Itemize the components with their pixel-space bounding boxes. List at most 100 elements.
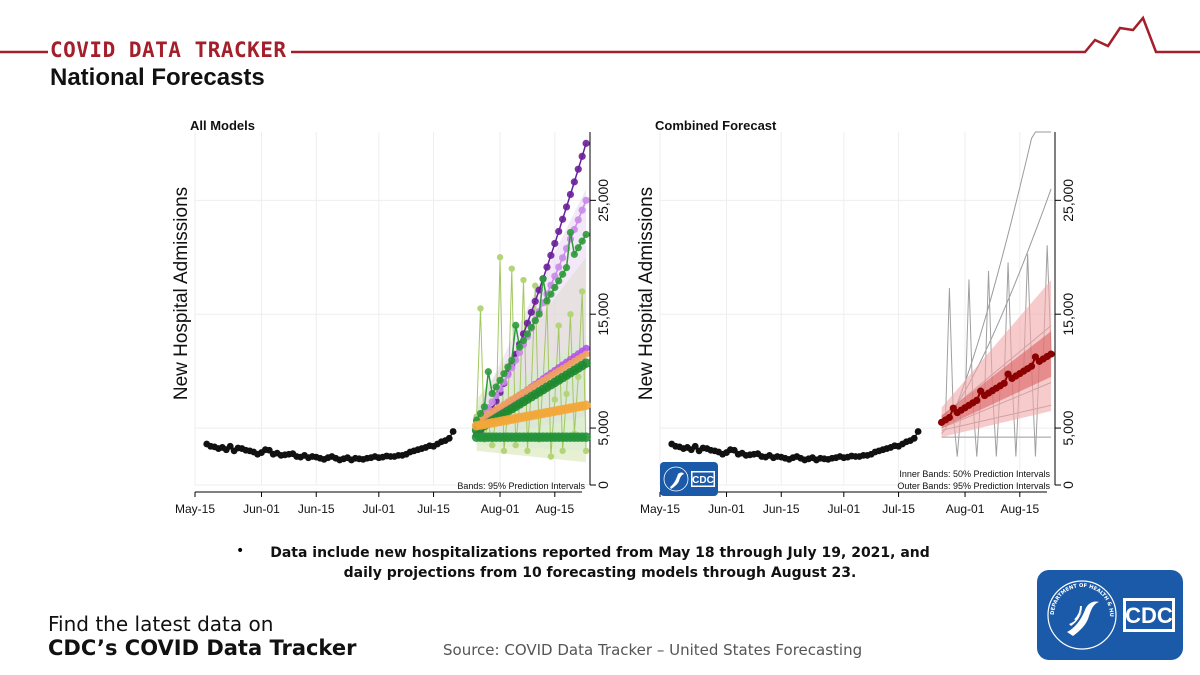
x-tick-label: May-15 (640, 502, 680, 516)
cdc-small-logo-text: CDC (692, 475, 714, 486)
bullet-dot: • (236, 543, 245, 559)
bullet-line-1: Data include new hospitalizations report… (270, 545, 930, 561)
y-tick-label: 15,000 (595, 293, 610, 336)
ensemble-point (973, 396, 981, 405)
forecast-point (574, 244, 582, 252)
forecast-point (527, 308, 535, 316)
y-axis-label: New Hospital Admissions (636, 187, 657, 400)
x-tick-label: Aug-01 (481, 502, 520, 516)
x-tick-label: Jun-01 (708, 502, 745, 516)
forecast-point (492, 383, 500, 391)
forecast-point (559, 270, 567, 278)
forecast-point (477, 305, 484, 312)
x-tick-label: Aug-15 (1000, 502, 1039, 516)
forecast-point (539, 275, 547, 283)
forecast-point (570, 178, 578, 186)
y-tick-label: 0 (595, 481, 610, 489)
forecast-point (524, 447, 531, 455)
forecast-point (566, 190, 575, 199)
x-tick-label: Aug-01 (946, 502, 985, 516)
y-tick-label: 0 (1060, 481, 1075, 489)
forecast-point (578, 288, 586, 295)
forecast-point (567, 310, 574, 318)
forecast-point (476, 409, 485, 418)
forecast-point (562, 203, 571, 211)
forecast-point (575, 373, 582, 381)
forecast-point (578, 206, 586, 214)
x-tick-label: Jul-01 (827, 502, 860, 516)
forecast-point (496, 376, 504, 384)
forecast-point (582, 139, 590, 147)
forecast-point (551, 239, 559, 248)
eagle-icon (670, 472, 684, 489)
find-latest-text: Find the latest data on (48, 612, 274, 636)
x-tick-label: Jun-15 (763, 502, 800, 516)
forecast-point (523, 330, 532, 338)
forecast-point (555, 263, 563, 271)
cdc-small-logo: CDC (660, 462, 718, 496)
forecast-point (500, 447, 508, 455)
forecast-point (582, 230, 590, 239)
forecast-point (496, 254, 504, 261)
forecast-point (582, 196, 590, 204)
y-axis-label: New Hospital Admissions (171, 187, 192, 400)
y-tick-label: 25,000 (1060, 179, 1075, 222)
forecast-point (581, 358, 591, 368)
x-tick-label: Aug-15 (535, 502, 574, 516)
band-annotation: Bands: 95% Prediction Intervals (457, 481, 585, 491)
forecast-point (543, 297, 551, 305)
forecast-point (547, 290, 555, 298)
forecast-point (516, 343, 524, 351)
forecast-point (504, 363, 512, 371)
forecast-point (574, 216, 582, 224)
forecast-point (547, 453, 555, 460)
header-trend-line (0, 15, 1200, 54)
ensemble-point (1000, 379, 1008, 387)
ensemble-point (1027, 362, 1036, 370)
cdc-small-box-inner (692, 472, 714, 486)
page-title: National Forecasts (50, 64, 265, 91)
cdc-logo-text: CDC (1125, 603, 1173, 628)
forecast-point (562, 264, 571, 272)
forecast-point (531, 317, 539, 325)
bullet-text: Data include new hospitalizations report… (230, 543, 970, 583)
x-tick-label: Jul-15 (417, 502, 450, 516)
x-tick-label: May-15 (175, 502, 215, 516)
forecast-point (488, 398, 496, 406)
forecast-point (551, 272, 559, 280)
forecast-point (484, 368, 492, 376)
source-text: Source: COVID Data Tracker – United Stat… (443, 641, 863, 659)
forecast-point (512, 321, 520, 329)
forecast-point (516, 348, 524, 357)
forecast-point (480, 403, 489, 411)
observed-point (910, 434, 918, 442)
forecast-point (508, 356, 516, 365)
ensemble-point (945, 413, 954, 422)
tracker-link[interactable]: CDC’s COVID Data Tracker (48, 636, 357, 660)
forecast-point (559, 215, 567, 223)
x-tick-label: Jul-15 (882, 502, 915, 516)
forecast-point (508, 265, 515, 272)
forecast-point (551, 283, 559, 292)
forecast-point (555, 277, 563, 285)
chart-title: Combined Forecast (655, 118, 777, 133)
x-tick-label: Jun-15 (298, 502, 335, 516)
observed-point (226, 442, 234, 450)
forecast-point (559, 447, 566, 455)
forecast-point (555, 227, 563, 236)
forecast-point (519, 336, 528, 345)
forecast-point (574, 165, 582, 173)
cdc-hhs-logo: DEPARTMENT OF HEALTH & HUMAN SERVICES US… (1037, 570, 1183, 660)
forecast-point (520, 276, 527, 284)
band-annotation: Outer Bands: 95% Prediction Intervals (897, 481, 1050, 491)
forecast-point (578, 152, 586, 160)
all-models-chart: All Models New Hospital Admissions 0 5,000 1… (171, 118, 610, 516)
observed-point (445, 434, 453, 442)
y-tick-label: 5,000 (1060, 410, 1075, 445)
forecast-point (543, 263, 551, 271)
forecast-point (563, 390, 570, 398)
y-tick-label: 5,000 (595, 410, 610, 445)
forecast-point (566, 228, 575, 237)
forecast-point (535, 310, 543, 318)
y-tick-label: 25,000 (595, 179, 610, 222)
